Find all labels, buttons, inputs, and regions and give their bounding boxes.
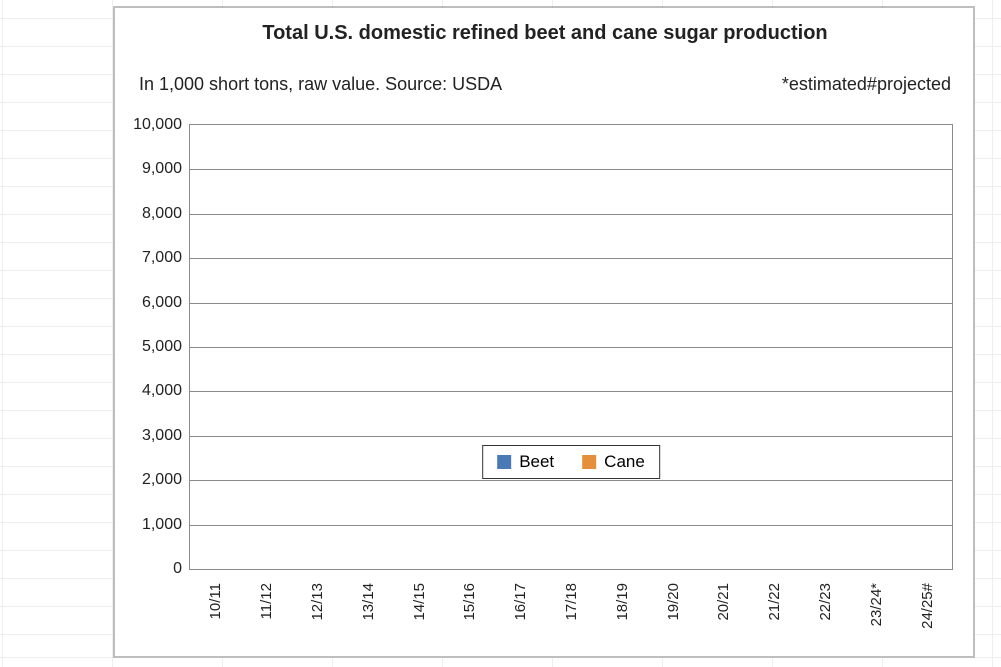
x-tick-label: 21/22 bbox=[766, 583, 783, 621]
y-tick-label: 0 bbox=[173, 560, 182, 578]
gridline bbox=[190, 480, 952, 481]
gridline bbox=[190, 258, 952, 259]
y-tick-label: 4,000 bbox=[142, 382, 182, 400]
y-tick-label: 10,000 bbox=[133, 116, 182, 134]
x-tick-label: 22/23 bbox=[817, 583, 834, 621]
y-tick-label: 6,000 bbox=[142, 294, 182, 312]
gridline bbox=[190, 436, 952, 437]
legend-swatch-beet bbox=[497, 455, 511, 469]
y-tick-label: 7,000 bbox=[142, 249, 182, 267]
x-tick-label: 11/12 bbox=[258, 583, 275, 619]
x-tick-label: 13/14 bbox=[360, 583, 377, 621]
y-tick-label: 2,000 bbox=[142, 471, 182, 489]
legend-label-cane: Cane bbox=[604, 452, 645, 472]
y-tick-label: 5,000 bbox=[142, 338, 182, 356]
chart-subtitle-row: In 1,000 short tons, raw value. Source: … bbox=[139, 74, 951, 95]
x-tick-label: 18/19 bbox=[614, 583, 631, 621]
x-tick-label: 19/20 bbox=[665, 583, 682, 621]
chart-subtitle-right: *estimated#projected bbox=[782, 74, 951, 95]
gridline bbox=[190, 347, 952, 348]
legend-label-beet: Beet bbox=[519, 452, 554, 472]
gridline bbox=[190, 391, 952, 392]
legend-item-cane: Cane bbox=[582, 452, 645, 472]
y-tick-label: 1,000 bbox=[142, 516, 182, 534]
y-tick-label: 8,000 bbox=[142, 205, 182, 223]
x-tick-label: 16/17 bbox=[512, 583, 529, 621]
x-tick-label: 15/16 bbox=[461, 583, 478, 621]
x-tick-label: 24/25# bbox=[919, 583, 936, 629]
x-tick-label: 20/21 bbox=[715, 583, 732, 621]
chart-title: Total U.S. domestic refined beet and can… bbox=[115, 22, 975, 45]
x-tick-label: 10/11 bbox=[207, 583, 224, 619]
legend-swatch-cane bbox=[582, 455, 596, 469]
chart-subtitle-left: In 1,000 short tons, raw value. Source: … bbox=[139, 74, 502, 95]
x-tick-label: 12/13 bbox=[309, 583, 326, 621]
x-tick-label: 23/24* bbox=[868, 583, 885, 626]
plot-area: 10/1111/1212/1313/1414/1515/1616/1717/18… bbox=[189, 124, 953, 570]
y-tick-label: 3,000 bbox=[142, 427, 182, 445]
gridline bbox=[190, 303, 952, 304]
chart: Total U.S. domestic refined beet and can… bbox=[115, 8, 975, 658]
x-tick-label: 17/18 bbox=[563, 583, 580, 621]
x-tick-label: 14/15 bbox=[411, 583, 428, 621]
gridline bbox=[190, 214, 952, 215]
gridline bbox=[190, 525, 952, 526]
gridline bbox=[190, 169, 952, 170]
legend-item-beet: Beet bbox=[497, 452, 554, 472]
y-tick-label: 9,000 bbox=[142, 160, 182, 178]
legend: Beet Cane bbox=[482, 445, 660, 479]
